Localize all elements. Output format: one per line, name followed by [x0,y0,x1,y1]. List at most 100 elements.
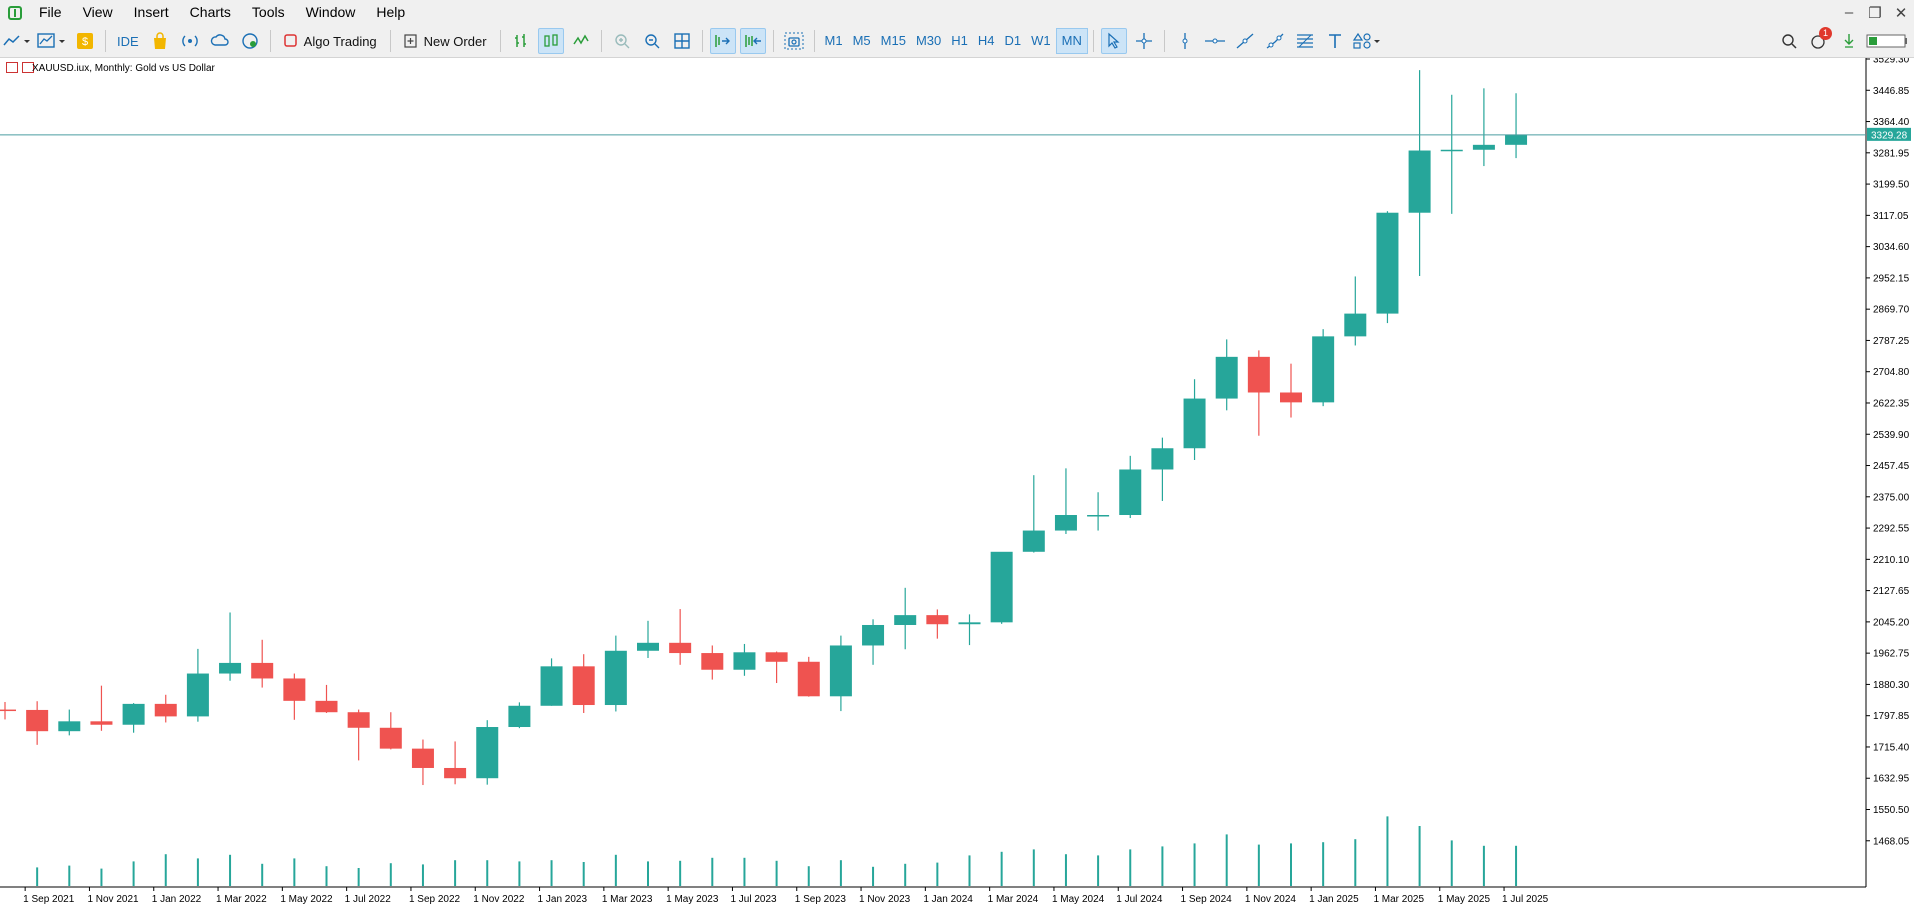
market-button[interactable] [147,28,173,54]
restore-icon[interactable]: ❐ [1868,4,1882,22]
trendline-tool-button[interactable] [1232,28,1258,54]
candle-body [1408,150,1431,213]
minimize-icon[interactable]: – [1844,4,1854,21]
close-icon[interactable]: ✕ [1894,4,1908,22]
signal-icon [181,35,198,47]
time-tick-label: 1 Sep 2023 [795,894,847,905]
price-tick-label: 2292.55 [1873,524,1910,535]
cursor-tool-button[interactable] [1100,28,1127,54]
line-chart-button[interactable] [568,28,594,54]
timeframe-w1[interactable]: W1 [1031,33,1051,48]
candle-body [411,748,434,768]
chart-template-dropdown[interactable] [36,28,68,54]
channel-tool-button[interactable] [1262,28,1288,54]
time-tick-label: 1 May 2024 [1052,894,1105,905]
zoom-out-icon [644,34,660,49]
chart-type-icon[interactable] [22,62,34,73]
candle-body [26,709,49,732]
app-icon [8,5,22,20]
candle-body [765,652,788,662]
timeframe-mn[interactable]: MN [1055,28,1088,54]
zoom-out-button[interactable] [639,28,665,54]
candle-body [637,642,659,651]
new-order-button[interactable]: New Order [398,28,493,54]
time-tick-label: 1 Jan 2025 [1309,894,1359,905]
candle-body [926,615,949,625]
connection-arrow-icon [1844,34,1854,48]
chart-window[interactable]: 3529.30 3446.85 3364.40 3281.95 3199.50 3117.… [0,58,1914,906]
notifications-button[interactable]: 1 [1806,27,1832,54]
time-tick-label: 1 Sep 2021 [23,894,75,905]
tile-windows-button[interactable] [669,28,695,54]
time-tick-label: 1 Sep 2024 [1181,894,1233,905]
window-controls: – ❐ ✕ [1836,0,1914,25]
signals-button[interactable] [177,28,203,54]
text-tool-button[interactable] [1322,28,1348,54]
timeframe-h4[interactable]: H4 [977,33,995,48]
crosshair-tool-button[interactable] [1131,28,1157,54]
chart-shift-button[interactable] [739,28,766,54]
auto-scroll-button[interactable] [709,28,736,54]
price-tick-label: 2869.70 [1873,305,1910,316]
candle-body [186,673,209,717]
menu-tools[interactable]: Tools [251,4,285,20]
candle-body [444,767,467,779]
svg-text:$: $ [82,36,88,48]
candle-body [1505,134,1528,145]
candle-body [251,662,274,679]
text-icon [1328,34,1341,48]
menu-help[interactable]: Help [376,4,406,20]
menu-insert[interactable]: Insert [133,4,169,20]
menu-file[interactable]: File [39,4,62,20]
ide-button[interactable]: IDE [117,33,139,49]
time-tick-label: 1 Jul 2023 [730,894,777,905]
shapes-tool-dropdown[interactable] [1352,28,1382,54]
timeframe-h1[interactable]: H1 [951,33,968,48]
menu-view[interactable]: View [82,4,113,20]
candle-body [701,653,724,670]
timeframe-m15[interactable]: M15 [880,33,906,48]
menu-bar: File View Insert Charts Tools Window Hel… [0,0,1914,25]
fibonacci-tool-button[interactable] [1292,28,1318,54]
globe-icon [241,33,258,49]
price-tick-label: 3117.05 [1873,211,1909,222]
price-chart[interactable]: 3529.30 3446.85 3364.40 3281.95 3199.50 3117.… [0,58,1914,906]
menu-charts[interactable]: Charts [189,4,231,20]
price-tick-label: 1797.85 [1873,711,1910,722]
shopping-bag-icon [153,32,166,49]
timeframe-m1[interactable]: M1 [824,33,843,48]
chart-menu-icon[interactable] [6,62,18,73]
market-watch-button[interactable]: $ [72,28,98,54]
notification-badge: 1 [1819,27,1832,40]
auto-scroll-icon [714,35,730,47]
candle-body [1312,336,1335,403]
bar-chart-button[interactable] [508,28,534,54]
candle-body [1280,392,1302,403]
price-tick-label: 2375.00 [1873,492,1910,503]
algo-trading-button[interactable]: Algo Trading [278,28,383,54]
price-tick-label: 2787.25 [1873,336,1910,347]
search-button[interactable] [1776,28,1802,54]
candle-body [669,642,692,654]
zoom-in-button[interactable] [609,28,635,54]
community-button[interactable] [237,28,263,54]
camera-icon [784,32,804,50]
vertical-line-tool-button[interactable] [1172,28,1198,54]
timeframe-m5[interactable]: M5 [852,33,871,48]
chart-title: XAUUSD.iux, Monthly: Gold vs US Dollar [32,63,215,74]
candle-body [347,712,370,728]
menu-window[interactable]: Window [305,4,356,20]
price-tick-label: 1632.95 [1873,774,1910,785]
screenshot-button[interactable] [781,28,807,54]
timeframe-m30[interactable]: M30 [915,33,942,48]
zoom-in-icon [614,34,630,49]
connection-status[interactable] [1836,28,1862,54]
battery-icon [1866,34,1907,48]
chart-window-icons [6,62,34,73]
horizontal-line-tool-button[interactable] [1202,28,1228,54]
line-chart-dropdown[interactable] [2,28,32,54]
candlestick-chart-button[interactable] [537,28,564,54]
timeframe-d1[interactable]: D1 [1004,33,1022,48]
vps-button[interactable] [207,28,233,54]
price-tick-label: 1962.75 [1873,649,1910,660]
